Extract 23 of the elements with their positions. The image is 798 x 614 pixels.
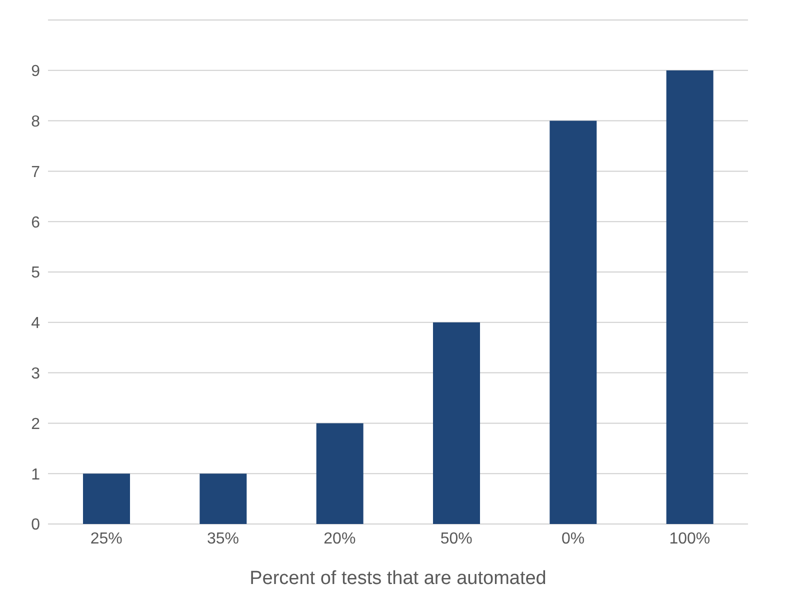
y-tick-label: 2	[31, 416, 40, 433]
y-tick-label: 8	[31, 113, 40, 130]
y-tick-label: 1	[31, 466, 40, 484]
bar	[666, 70, 714, 524]
bar	[83, 474, 130, 524]
x-axis-title: Percent of tests that are automated	[250, 568, 546, 589]
bar	[550, 120, 597, 524]
y-tick-label: 6	[31, 214, 40, 232]
x-tick-label: 0%	[561, 530, 585, 548]
y-tick-label: 0	[31, 516, 40, 534]
bar	[200, 474, 247, 524]
y-tick-label: 9	[31, 63, 40, 80]
x-tick-label: 20%	[324, 530, 356, 548]
x-tick-label: 35%	[206, 530, 240, 548]
x-tick-label: 50%	[440, 530, 472, 548]
bar	[433, 322, 480, 524]
y-tick-label: 7	[31, 164, 40, 181]
x-tick-label: 100%	[669, 530, 710, 548]
y-tick-label: 3	[31, 365, 40, 382]
y-tick-label: 4	[31, 315, 40, 332]
bar	[316, 423, 364, 524]
y-tick-label: 5	[31, 264, 40, 282]
x-tick-label: 25%	[90, 530, 122, 548]
